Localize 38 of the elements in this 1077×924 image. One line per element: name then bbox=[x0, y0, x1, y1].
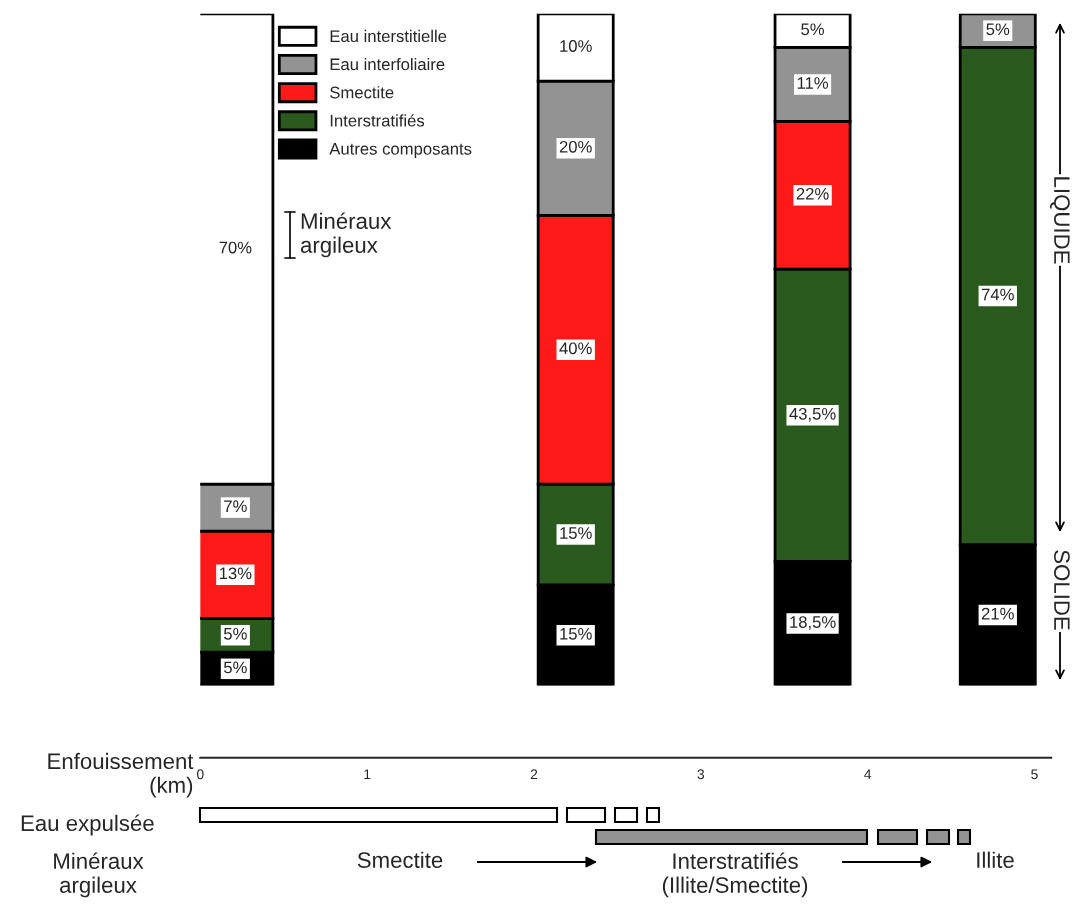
text: Smectite bbox=[357, 851, 443, 868]
text: Interstratifiés (Illite/Smectite) bbox=[662, 852, 808, 898]
text: Eau expulsée bbox=[21, 814, 154, 836]
data-label: 10% bbox=[560, 40, 592, 52]
legend-label: Eau interstitielle bbox=[330, 29, 447, 43]
data-label: 5% bbox=[223, 661, 247, 674]
data-label: 15% bbox=[560, 527, 592, 539]
data-label: 22% bbox=[796, 187, 829, 200]
x-tick-label: 4 bbox=[864, 769, 872, 780]
data-label: 7% bbox=[224, 500, 247, 512]
data-label: 20% bbox=[559, 140, 592, 153]
data-label: 15% bbox=[560, 627, 592, 640]
data-label: 13% bbox=[219, 567, 252, 580]
data-label: 5% bbox=[223, 627, 247, 640]
legend-label: Eau interfoliaire bbox=[330, 58, 445, 71]
text: Illite bbox=[977, 851, 1014, 868]
data-label: 21% bbox=[981, 607, 1014, 620]
data-label: 43,5% bbox=[789, 407, 836, 422]
annotation: Minéraux argileux bbox=[300, 212, 392, 258]
data-label: 70% bbox=[219, 241, 252, 254]
x-tick-label: 1 bbox=[364, 769, 371, 780]
data-label: 11% bbox=[797, 77, 829, 89]
legend-label: Interstratifiés bbox=[330, 114, 425, 127]
annotation: LIQUIDE bbox=[1050, 177, 1070, 264]
x-tick-label: 3 bbox=[697, 769, 705, 780]
text: Minéraux argileux bbox=[54, 852, 144, 898]
legend-label: Autres composants bbox=[329, 143, 472, 159]
data-label: 74% bbox=[981, 288, 1014, 301]
data-label: 40% bbox=[559, 342, 592, 355]
legend-label: Smectite bbox=[330, 86, 394, 99]
x-tick-label: 5 bbox=[1031, 769, 1038, 780]
data-label: 18,5% bbox=[790, 616, 836, 630]
x-tick-label: 0 bbox=[197, 769, 204, 780]
data-label: 5% bbox=[801, 23, 825, 36]
data-label: 5% bbox=[986, 23, 1010, 36]
text: SOLIDE bbox=[1054, 550, 1070, 630]
x-tick-label: 2 bbox=[530, 769, 538, 780]
x-axis-title: Enfouissement (km) bbox=[48, 752, 194, 798]
